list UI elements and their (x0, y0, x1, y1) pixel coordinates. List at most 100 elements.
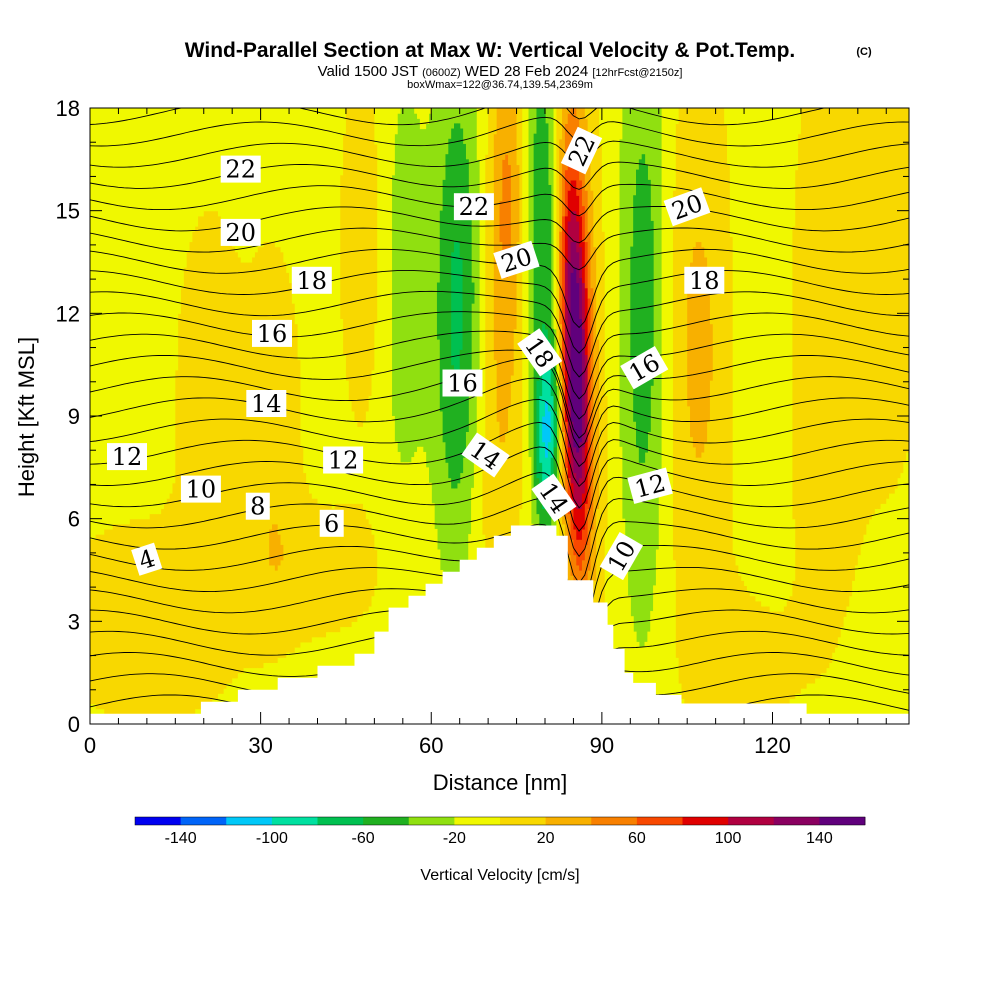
velocity-cell (792, 518, 796, 581)
velocity-cell (98, 108, 102, 535)
velocity-cell (900, 472, 904, 724)
velocity-cell (149, 108, 154, 515)
colorbar-swatch (408, 817, 455, 825)
velocity-cell (172, 482, 176, 720)
velocity-cell (363, 108, 367, 422)
velocity-cell (829, 108, 833, 663)
velocity-cell (104, 528, 108, 715)
velocity-cell (579, 477, 583, 509)
velocity-cell (505, 154, 509, 278)
velocity-cell (707, 108, 711, 278)
velocity-cell (499, 200, 503, 243)
velocity-cell (144, 108, 148, 520)
velocity-cell (638, 159, 643, 463)
velocity-cell (812, 682, 816, 724)
isentrope-line (90, 311, 909, 400)
velocity-cell (326, 108, 330, 504)
isentrope-line (90, 498, 909, 584)
velocity-cell (806, 108, 811, 684)
velocity-cell (163, 108, 168, 504)
velocity-cell (152, 108, 156, 515)
colorbar-swatch (317, 817, 364, 825)
velocity-cell (641, 154, 646, 463)
velocity-cell (766, 605, 771, 720)
velocity-cell (280, 559, 284, 658)
velocity-cell (823, 108, 828, 674)
colorbar-frame (134, 816, 866, 826)
velocity-cell (146, 108, 151, 520)
velocity-cell (493, 133, 498, 361)
contour-label-box (107, 443, 147, 471)
velocity-cell (357, 108, 361, 427)
velocity-cell (769, 108, 774, 612)
velocity-cell (803, 108, 808, 689)
velocity-cell (872, 513, 876, 724)
velocity-cell (240, 108, 245, 263)
valid-date: WED 28 Feb 2024 (465, 63, 588, 80)
velocity-cell (459, 128, 464, 258)
contour-label: 16 (442, 369, 483, 398)
velocity-cell (567, 554, 572, 602)
velocity-cell (539, 498, 543, 530)
velocity-cell (835, 108, 839, 648)
velocity-cell (394, 441, 398, 724)
contour-label-box (560, 126, 603, 175)
velocity-cell (618, 446, 623, 724)
velocity-cell (289, 282, 293, 653)
velocity-cell (630, 616, 634, 724)
velocity-cell (570, 539, 575, 576)
colorbar-swatch (226, 817, 273, 825)
velocity-cell (402, 462, 407, 724)
velocity-cell (584, 354, 589, 443)
velocity-cell (653, 585, 657, 724)
contour-label-box (323, 446, 364, 474)
velocity-cell (886, 108, 890, 499)
velocity-cell (516, 108, 520, 166)
contour-label-box (442, 369, 483, 397)
velocity-cell (198, 108, 202, 217)
velocity-cell (280, 108, 284, 253)
velocity-cell (223, 226, 228, 689)
velocity-cell (883, 503, 887, 724)
velocity-cell (567, 190, 572, 222)
velocity-cell (380, 108, 384, 724)
colorbar-swatch (545, 817, 592, 825)
velocity-cell (857, 554, 862, 724)
velocity-cell (843, 616, 848, 724)
contour-label-text: 12 (328, 447, 359, 475)
velocity-cell (584, 241, 589, 289)
velocity-cell (775, 108, 779, 612)
velocity-cell (610, 108, 614, 724)
velocity-cell (857, 108, 862, 556)
velocity-cell (348, 503, 353, 628)
velocity-cell (209, 108, 213, 212)
velocity-cell (576, 539, 580, 566)
velocity-cell (576, 482, 580, 509)
velocity-cell (781, 108, 785, 612)
velocity-cell (260, 246, 265, 669)
copyright-mark: (C) (856, 46, 872, 58)
x-tick-label: 0 (84, 733, 96, 758)
velocity-cell (326, 503, 330, 633)
velocity-cell (903, 462, 907, 724)
velocity-cell (306, 108, 310, 484)
velocity-cell (579, 277, 583, 320)
velocity-cell (781, 611, 785, 710)
velocity-cell (217, 108, 222, 217)
velocity-cell (235, 677, 239, 724)
velocity-cell (695, 457, 700, 724)
velocity-cell (141, 518, 145, 724)
velocity-cell (263, 108, 267, 243)
velocity-cell (465, 159, 469, 432)
velocity-cell (889, 493, 893, 724)
x-tick-label: 60 (419, 733, 443, 758)
velocity-cell (587, 231, 592, 299)
velocity-cell (587, 108, 592, 150)
velocity-cell (513, 108, 518, 330)
velocity-cell (539, 462, 543, 499)
contour-label-box (220, 218, 261, 246)
velocity-cell (200, 108, 205, 217)
velocity-cell (365, 410, 370, 520)
velocity-cell (712, 108, 717, 724)
